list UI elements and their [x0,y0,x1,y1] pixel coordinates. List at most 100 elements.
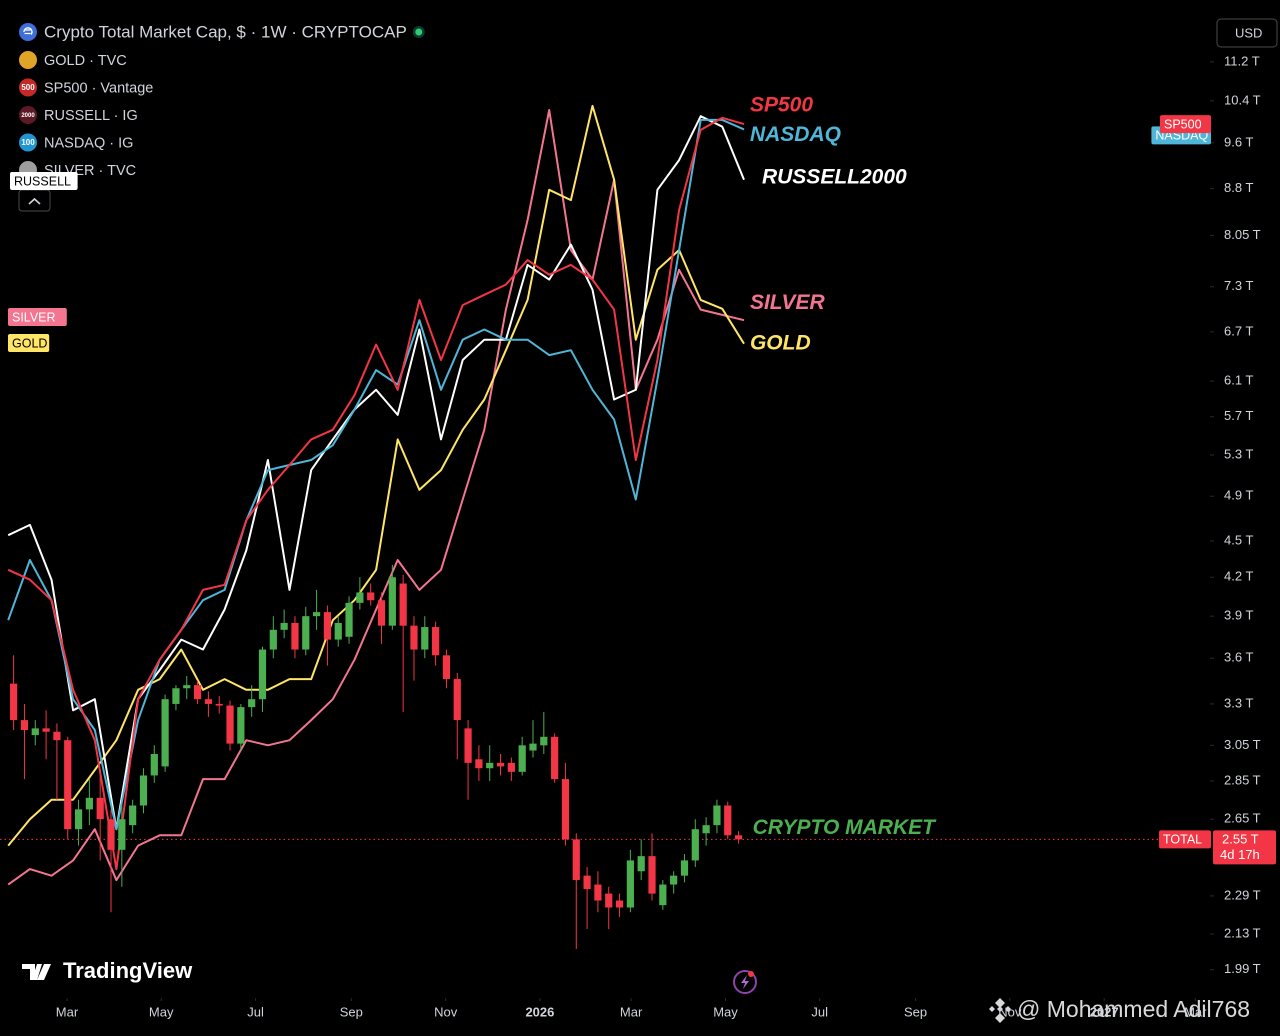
legend-icon [19,78,37,97]
y-tick-label: 2.85 T [1224,772,1261,787]
candle-body [302,616,310,650]
candle-body [551,736,559,780]
series-tag-text: RUSSELL [14,174,71,188]
candle-body [345,602,353,637]
alert-icon-bolt[interactable] [741,975,749,989]
collapse-button[interactable] [18,189,51,212]
watermark: @ Mohammed Adil768 [1017,996,1250,1022]
y-tick-label: 8.8 T [1224,180,1253,195]
candle-body [615,900,624,908]
brand-name: TradingView [63,958,193,983]
currency-button[interactable] [1216,18,1278,48]
candle-body [237,707,245,744]
candle-body [183,685,191,689]
series-tag [10,172,78,190]
y-tick-label: 2.13 T [1224,925,1261,940]
candle-body [258,649,267,700]
candle-body [53,731,61,741]
alert-icon[interactable] [733,970,757,994]
candle-body [312,612,321,617]
candle-body [85,797,93,810]
candle-body [605,893,613,908]
candle-body [572,839,580,881]
candle-body [496,762,505,767]
candle-body [161,699,169,767]
series-line [7,104,745,847]
candle-body [432,627,440,656]
legend-label: GOLD · TVC [44,53,127,69]
candle-body [248,699,256,708]
y-tick-label: 8.05 T [1224,227,1261,242]
x-tick-label: May [149,1004,174,1019]
candle-body [507,762,515,772]
legend-label: NASDAQ · IG [44,135,133,151]
candle-body [626,860,634,908]
series-line [7,116,745,871]
candle-body [20,720,29,731]
candle-body [269,629,277,650]
y-tick-label: 2.65 T [1224,811,1261,826]
x-tick-label: May [713,1004,738,1019]
candle-body [334,622,342,640]
y-tick-label: 4.9 T [1224,488,1253,503]
y-tick-label: 6.7 T [1224,323,1253,338]
candle-body [204,699,212,704]
watermark-logo [989,998,1011,1023]
candle-body [475,759,483,769]
legend-icon-glyph [23,27,33,35]
annotation: NASDAQ [750,123,841,146]
status-dot-inner [415,28,423,36]
series-line [7,109,745,886]
candle-body [529,743,537,751]
candle-body [388,577,396,626]
watermark-icon [989,998,1011,1023]
legend-label: SP500 · Vantage [44,80,153,96]
y-tick-label: 5.7 T [1224,408,1253,423]
y-tick-label: 1.99 T [1224,961,1261,976]
collapse-chevron[interactable] [28,197,41,205]
y-tick-label: 3.9 T [1224,608,1253,623]
candle-body [486,762,494,769]
candle-body [280,622,288,630]
price-tag-text: TOTAL [1163,833,1202,847]
y-tick-label: 2.29 T [1224,887,1261,902]
candle-body [734,835,743,840]
x-tick-label: Mar [620,1004,643,1019]
y-tick-label: 3.6 T [1224,650,1253,665]
legend-label: RUSSELL · IG [44,108,138,124]
candle-body [583,875,591,890]
x-tick-label: Nov [998,1004,1022,1019]
legend-icon [19,51,37,69]
candle-body [226,705,234,744]
plot-area [0,104,1210,949]
candle-body [540,736,548,746]
x-tick-label: Mar [56,1004,79,1019]
candle-body [421,627,429,650]
y-tick-label: 7.3 T [1224,278,1253,293]
candle-body [724,805,732,836]
candle-body [64,740,72,830]
candle-body [31,728,39,736]
candle-body [399,583,407,626]
candle-body [367,592,375,601]
candle-body [215,703,223,706]
y-tick-label: 4.2 T [1224,569,1253,584]
legend-icon-text: 100 [21,138,35,147]
candle-body [107,819,115,850]
candle-body [356,592,364,603]
alert-badge [748,971,754,977]
x-tick-label: Sep [904,1004,927,1019]
series-tag [8,334,50,352]
y-tick-label: 4.5 T [1224,532,1253,547]
candle-body [648,856,656,894]
candle-body [410,625,418,650]
annotation: SP500 [750,94,813,117]
candle-body [377,600,386,626]
candle-body [691,829,699,861]
series-tag-text: GOLD [12,336,47,350]
currency-label[interactable]: USD [1235,25,1262,40]
candle-body [702,825,710,834]
